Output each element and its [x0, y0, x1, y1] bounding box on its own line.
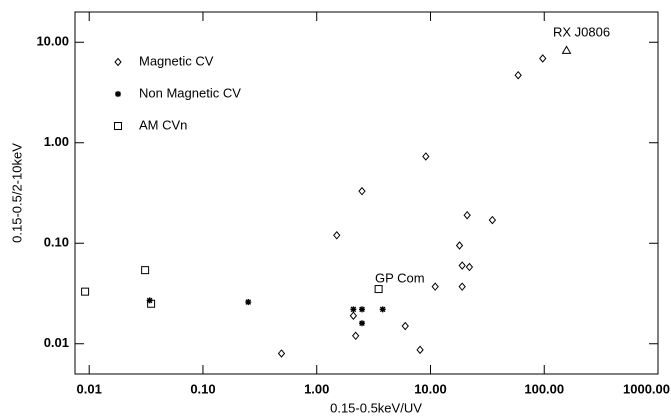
x-tick-label: 0.10 — [190, 381, 215, 396]
y-axis-title: 0.15-0.5/2-10keV — [9, 143, 24, 243]
point — [458, 261, 466, 270]
y-tick-label: 0.01 — [44, 335, 69, 350]
point — [141, 266, 150, 275]
point — [458, 282, 466, 291]
point — [416, 345, 424, 355]
point — [514, 70, 522, 80]
legend-label: Non Magnetic CV — [139, 85, 241, 100]
point — [358, 320, 365, 327]
point — [463, 210, 471, 220]
point — [245, 299, 252, 306]
x-tick-label: 100.00 — [524, 381, 564, 396]
legend-marker — [114, 57, 122, 67]
x-axis-title: 0.15-0.5keV/UV — [330, 400, 422, 415]
x-tick-label: 1.00 — [304, 381, 329, 396]
point — [455, 241, 464, 250]
point — [81, 287, 90, 296]
point — [333, 231, 341, 240]
y-tick-label: 1.00 — [44, 134, 69, 149]
legend-label: Magnetic CV — [139, 53, 214, 68]
point — [465, 262, 474, 272]
x-tick-label: 0.01 — [77, 381, 102, 396]
point — [147, 299, 156, 308]
point — [488, 215, 497, 225]
point — [561, 45, 572, 54]
point — [358, 306, 365, 313]
point — [539, 54, 547, 63]
x-tick-label: 10.00 — [414, 381, 447, 396]
y-tick-label: 10.00 — [36, 34, 69, 49]
point — [277, 349, 286, 358]
legend-marker — [114, 122, 122, 130]
point — [374, 285, 383, 294]
point — [422, 152, 430, 161]
y-tick-label: 0.10 — [44, 235, 69, 250]
plot-frame — [74, 11, 659, 375]
annotation: RX J0806 — [553, 24, 610, 39]
point — [350, 306, 357, 313]
point — [379, 306, 386, 313]
annotation: GP Com — [375, 270, 425, 285]
point — [401, 321, 409, 331]
point — [431, 282, 439, 291]
point — [352, 331, 360, 341]
point — [349, 311, 358, 321]
legend-marker — [115, 91, 121, 97]
legend-label: AM CVn — [139, 117, 187, 132]
x-tick-label: 1000.00 — [623, 381, 670, 396]
point — [358, 186, 366, 196]
